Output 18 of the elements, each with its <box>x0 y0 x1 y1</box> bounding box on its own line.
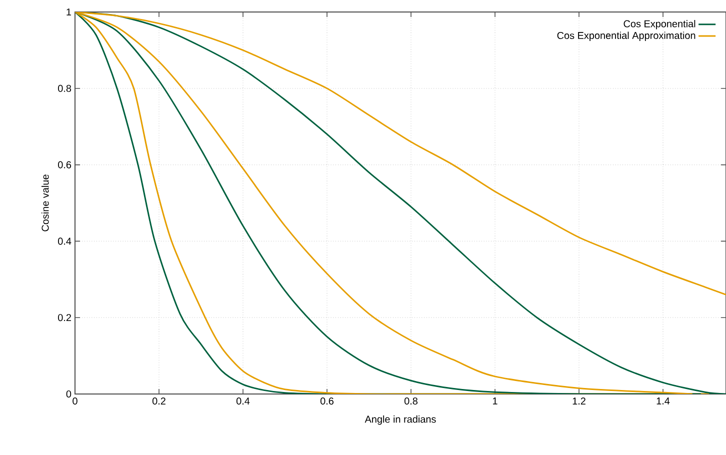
x-tick-label: 1.2 <box>572 398 586 404</box>
y-tick-label: 0.8 <box>58 84 72 92</box>
y-tick-label: 0.6 <box>58 161 72 168</box>
x-tick-label: 1.4 <box>656 398 670 404</box>
y-tick-label: 0.2 <box>58 314 71 322</box>
x-tick-label: 0.8 <box>404 398 418 405</box>
x-tick-label: 1 <box>493 398 498 404</box>
x-tick-label: 0.4 <box>236 398 250 405</box>
y-axis-title: Cosine value <box>41 174 49 232</box>
y-tick-label: 0.4 <box>58 238 72 245</box>
x-tick-label: 0 <box>72 398 78 405</box>
x-tick-label: 0.2 <box>152 398 166 405</box>
y-tick-label: 1 <box>66 8 71 16</box>
x-axis-title: Angle in radians <box>364 415 436 425</box>
legend-label: Cos Exponential <box>624 20 696 30</box>
y-tick-label: 0 <box>66 390 72 398</box>
x-tick-label: 0.6 <box>320 398 334 405</box>
legend-label: Cos Exponential Approximation <box>557 32 696 41</box>
